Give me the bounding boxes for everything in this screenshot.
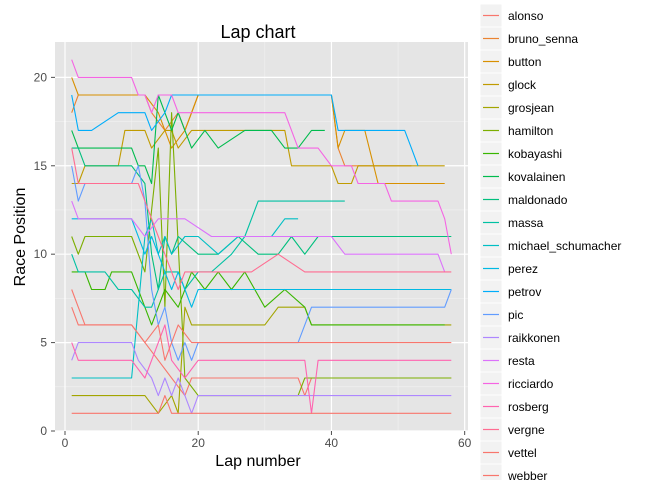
series-line-petrov (71, 94, 419, 166)
legend-label-massa: massa (508, 216, 544, 230)
legend-label-alonso: alonso (508, 9, 544, 23)
y-tick-labels: 0 5 10 15 20 (34, 70, 55, 438)
series-line-webber (71, 395, 452, 414)
legend-label-michael_schumacher: michael_schumacher (508, 239, 621, 253)
legend-label-pic: pic (508, 308, 523, 322)
y-tick-label: 10 (34, 247, 48, 261)
legend-key (479, 463, 503, 480)
series-line-raikkonen (71, 342, 452, 414)
legend-label-raikkonen: raikkonen (508, 331, 560, 345)
legend-label-bruno_senna: bruno_senna (508, 32, 578, 46)
legend-label-kobayashi: kobayashi (508, 147, 562, 161)
legend-label-kovalainen: kovalainen (508, 170, 565, 184)
y-tick-label: 15 (34, 159, 48, 173)
legend-label-glock: glock (508, 78, 537, 92)
series-line-vergne (71, 147, 452, 291)
legend-label-vergne: vergne (508, 423, 545, 437)
series-line-resta (71, 200, 446, 273)
y-tick-label: 20 (34, 70, 48, 84)
series-line-pic (71, 165, 452, 361)
y-tick-label: 5 (40, 336, 47, 350)
legend-label-rosberg: rosberg (508, 400, 549, 414)
x-tick-label: 20 (192, 436, 206, 450)
x-tick-labels: 0 20 40 60 (62, 431, 472, 450)
chart-title: Lap chart (220, 22, 295, 42)
legend-label-hamilton: hamilton (508, 124, 553, 138)
legend-label-perez: perez (508, 262, 538, 276)
legend-label-resta: resta (508, 354, 535, 368)
x-tick-label: 40 (325, 436, 339, 450)
legend-label-ricciardo: ricciardo (508, 377, 554, 391)
legend-label-maldonado: maldonado (508, 193, 568, 207)
legend-label-webber: webber (507, 469, 547, 480)
series-line-kovalainen (71, 94, 325, 185)
legend-label-petrov: petrov (508, 285, 541, 299)
x-tick-label: 0 (62, 436, 69, 450)
legend-label-button: button (508, 55, 541, 69)
series-line-maldonado (71, 147, 452, 291)
series-lines (71, 59, 452, 414)
series-line-ricciardo (71, 59, 452, 255)
x-tick-label: 60 (458, 436, 472, 450)
legend-label-vettel: vettel (508, 446, 537, 460)
y-tick-label: 0 (40, 424, 47, 438)
x-axis-title: Lap number (215, 453, 301, 470)
series-line-vettel (71, 307, 452, 361)
legend-label-grosjean: grosjean (508, 101, 554, 115)
y-axis-title: Race Position (12, 188, 29, 287)
